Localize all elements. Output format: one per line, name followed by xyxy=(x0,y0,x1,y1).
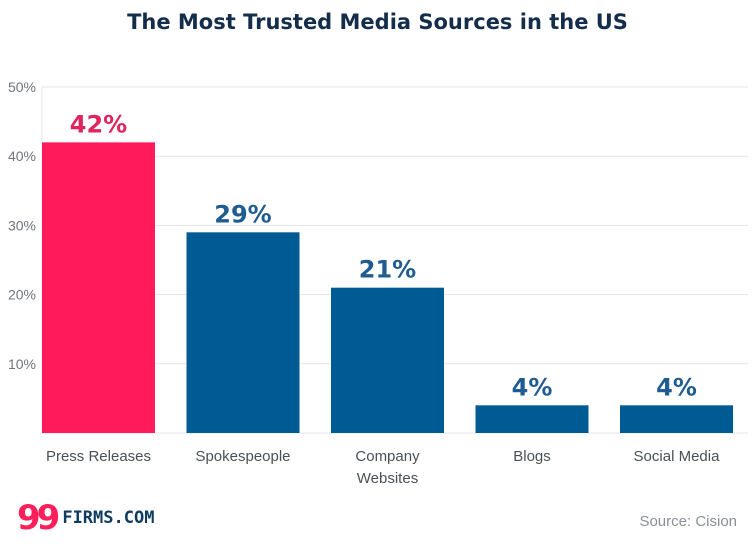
bar-spokespeople xyxy=(186,232,300,433)
logo-99firms: 99 FIRMS.COM xyxy=(17,498,155,538)
bar-blogs xyxy=(475,405,589,433)
y-tick-label: 10% xyxy=(8,356,36,372)
logo-numeral: 99 xyxy=(17,498,60,538)
chart-title: The Most Trusted Media Sources in the US xyxy=(127,10,628,34)
data-label: 4% xyxy=(656,373,697,401)
data-label: 4% xyxy=(512,373,553,401)
x-tick-label: Company xyxy=(355,448,420,465)
logo-text: FIRMS.COM xyxy=(62,508,155,528)
data-label: 29% xyxy=(214,200,271,228)
y-tick-label: 30% xyxy=(8,217,36,233)
bar-social-media xyxy=(620,405,733,433)
source-note: Source: Cision xyxy=(639,513,737,530)
x-tick-label: Press Releases xyxy=(46,448,151,465)
y-tick-label: 50% xyxy=(8,79,36,95)
x-tick-label: Spokespeople xyxy=(195,448,290,465)
bar-press-releases xyxy=(42,142,155,434)
bar-company-websites xyxy=(331,287,444,433)
x-tick-label: Websites xyxy=(357,470,418,487)
x-tick-label: Blogs xyxy=(513,448,551,465)
y-tick-label: 20% xyxy=(8,287,36,303)
x-tick-label: Social Media xyxy=(634,448,721,465)
data-label: 42% xyxy=(70,110,127,138)
y-tick-label: 40% xyxy=(8,148,36,164)
data-label: 21% xyxy=(359,256,416,284)
